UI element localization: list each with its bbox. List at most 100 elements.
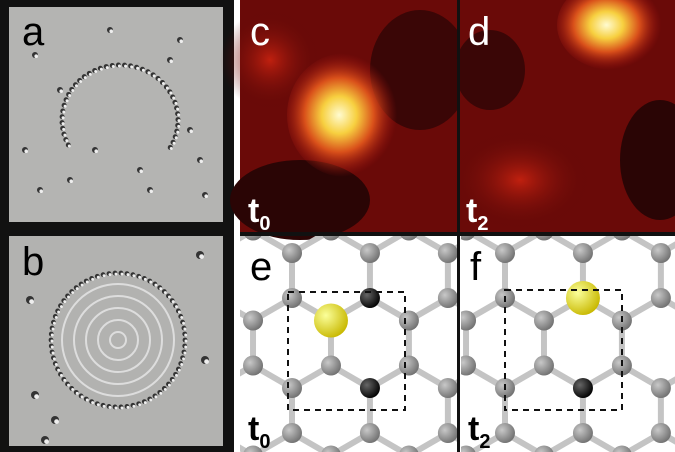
adatom-hl bbox=[172, 379, 175, 382]
adatom-hl bbox=[103, 405, 106, 408]
adatom-hl bbox=[124, 65, 127, 68]
adatom-hl bbox=[172, 96, 175, 99]
adatom-hl bbox=[71, 388, 74, 391]
adatom-hl bbox=[199, 254, 204, 259]
adatom-hl bbox=[76, 392, 79, 395]
figure: a b c d e f t0 t2 t0 t2 bbox=[0, 0, 675, 452]
carbon-atom bbox=[360, 243, 380, 263]
panel-label: b bbox=[22, 240, 44, 284]
adatom-hl bbox=[94, 149, 98, 153]
adatom-hl bbox=[63, 379, 66, 382]
adatom-hl bbox=[127, 406, 130, 409]
divider bbox=[240, 232, 675, 236]
adatom-hl bbox=[142, 69, 145, 72]
adatom-hl bbox=[177, 119, 180, 122]
adatom-hl bbox=[59, 89, 63, 93]
adatom-hl bbox=[164, 388, 167, 391]
adatom-hl bbox=[67, 295, 70, 298]
adatom-hl bbox=[147, 71, 150, 74]
adatom-hl bbox=[164, 291, 167, 294]
adatom-hl bbox=[132, 274, 135, 277]
adatom-hl bbox=[63, 134, 66, 137]
carbon-atom bbox=[399, 356, 419, 376]
adatom-hl bbox=[179, 39, 183, 43]
adatom-hl bbox=[51, 334, 54, 337]
dopant-neighbor bbox=[573, 378, 593, 398]
adatom-hl bbox=[175, 374, 178, 377]
adatom-hl bbox=[159, 287, 162, 290]
adatom-hl bbox=[159, 392, 162, 395]
adatom-hl bbox=[184, 346, 187, 349]
adatom-hl bbox=[24, 149, 28, 153]
carbon-atom bbox=[438, 423, 458, 443]
adatom-hl bbox=[127, 273, 130, 276]
adatom-hl bbox=[84, 76, 87, 79]
adatom-hl bbox=[199, 159, 203, 163]
adatom-hl bbox=[162, 82, 165, 85]
adatom-hl bbox=[63, 300, 66, 303]
carbon-atom bbox=[495, 423, 515, 443]
adatom-hl bbox=[169, 59, 173, 63]
carbon-atom bbox=[651, 423, 671, 443]
carbon-atom bbox=[573, 423, 593, 443]
carbon-atom bbox=[321, 356, 341, 376]
adatom-hl bbox=[168, 384, 171, 387]
time-base: t bbox=[468, 410, 479, 448]
adatom-hl bbox=[158, 78, 161, 81]
adatom-hl bbox=[75, 84, 78, 87]
carbon-atom bbox=[534, 356, 554, 376]
adatom-hl bbox=[115, 273, 118, 276]
adatom-hl bbox=[170, 147, 173, 150]
time-label: t0 bbox=[248, 410, 270, 452]
adatom-hl bbox=[53, 322, 56, 325]
time-sub: 0 bbox=[259, 431, 270, 452]
adatom-hl bbox=[177, 125, 180, 128]
adatom-hl bbox=[106, 66, 109, 69]
panel-label: e bbox=[250, 245, 272, 289]
adatom-hl bbox=[39, 189, 43, 193]
adatom-hl bbox=[177, 113, 180, 116]
carbon-atom bbox=[651, 378, 671, 398]
adatom-hl bbox=[115, 406, 118, 409]
adatom-hl bbox=[57, 310, 60, 313]
carbon-atom bbox=[243, 311, 263, 331]
adatom-hl bbox=[183, 328, 186, 331]
time-base: t bbox=[248, 410, 259, 448]
adatom-hl bbox=[52, 351, 55, 354]
carbon-atom bbox=[534, 311, 554, 331]
carbon-atom bbox=[243, 356, 263, 376]
adatom-hl bbox=[121, 406, 124, 409]
adatom-hl bbox=[138, 276, 141, 279]
adatom-hl bbox=[54, 419, 59, 424]
adatom-hl bbox=[89, 73, 92, 76]
adatom-hl bbox=[175, 305, 178, 308]
adatom-hl bbox=[81, 284, 84, 287]
adatom-hl bbox=[62, 128, 65, 131]
adatom-hl bbox=[118, 65, 121, 68]
adatom-hl bbox=[180, 316, 183, 319]
adatom-hl bbox=[44, 439, 49, 444]
carbon-atom bbox=[612, 446, 632, 452]
time-sub: 2 bbox=[477, 213, 488, 235]
adatom-hl bbox=[121, 273, 124, 276]
adatom-hl bbox=[112, 65, 115, 68]
adatom-hl bbox=[86, 399, 89, 402]
adatom-hl bbox=[204, 194, 208, 198]
adatom-hl bbox=[62, 116, 65, 119]
adatom-hl bbox=[51, 346, 54, 349]
adatom-hl bbox=[180, 363, 183, 366]
adatom-hl bbox=[60, 305, 63, 308]
carbon-atom bbox=[399, 446, 419, 452]
adatom-hl bbox=[94, 70, 97, 73]
adatom-hl bbox=[109, 273, 112, 276]
adatom-hl bbox=[204, 359, 209, 364]
panel-label: c bbox=[250, 10, 270, 54]
lattice-f bbox=[456, 221, 675, 452]
adatom-hl bbox=[144, 401, 147, 404]
page: {"panels": [ {"label": "a"}, {"label": "… bbox=[0, 0, 675, 452]
panel-label: f bbox=[470, 245, 482, 289]
adatom-hl bbox=[174, 102, 177, 105]
adatom-hl bbox=[175, 136, 178, 139]
adatom-hl bbox=[68, 94, 71, 97]
adatom-hl bbox=[66, 99, 69, 102]
